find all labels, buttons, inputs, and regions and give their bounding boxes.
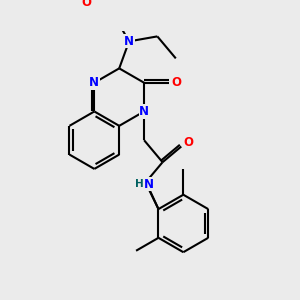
Text: N: N [124, 35, 134, 48]
Text: N: N [139, 105, 149, 118]
Text: N: N [89, 76, 99, 89]
Text: O: O [184, 136, 194, 149]
Text: N: N [144, 178, 154, 191]
Text: O: O [81, 0, 91, 9]
Text: O: O [172, 76, 182, 89]
Text: H: H [135, 179, 144, 189]
